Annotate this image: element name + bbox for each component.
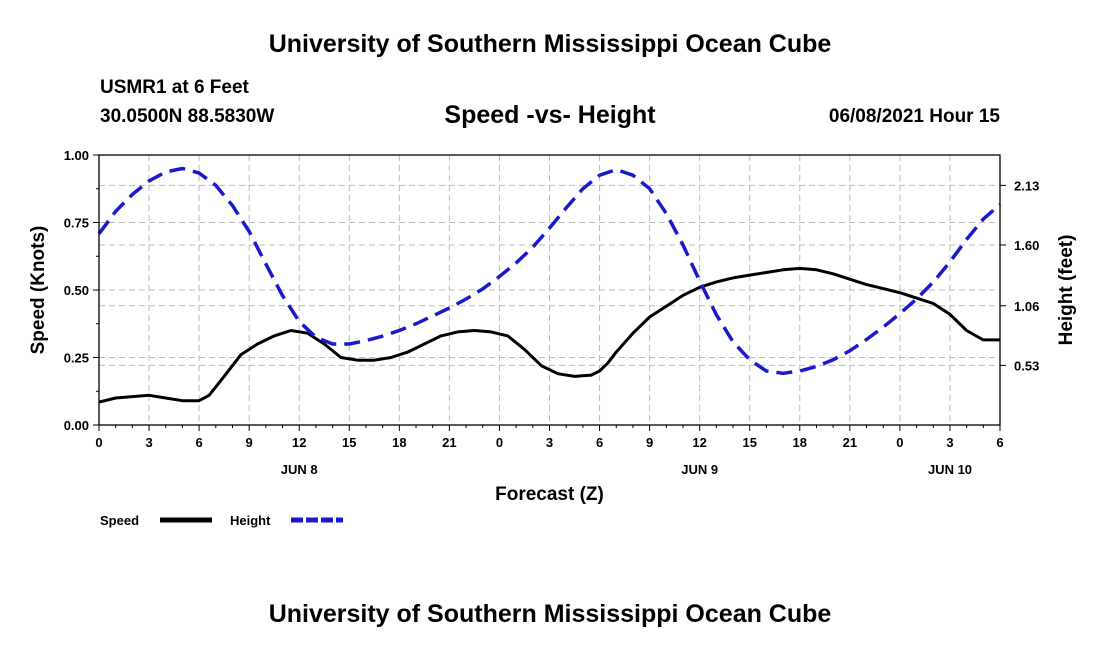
y-tick-label: 0.75 <box>64 216 89 231</box>
grid-layer <box>99 155 1000 425</box>
x-tick-label: 15 <box>742 435 756 450</box>
y-tick-label: 0.00 <box>64 418 89 433</box>
datetime-label: 06/08/2021 Hour 15 <box>828 106 1000 127</box>
y-tick-label: 0.50 <box>64 283 89 298</box>
chart-title: Speed -vs- Height <box>444 101 656 129</box>
x-date-label: JUN 10 <box>928 462 972 477</box>
y-right-tick-label: 1.06 <box>1014 299 1039 314</box>
y-axis-label: Speed (Knots) <box>28 226 49 355</box>
page-title-bottom: University of Southern Mississippi Ocean… <box>268 600 832 628</box>
y-right-tick-label: 0.53 <box>1014 358 1039 373</box>
y-right-tick-label: 2.13 <box>1014 178 1039 193</box>
x-tick-label: 12 <box>692 435 706 450</box>
x-tick-label: 3 <box>145 435 152 450</box>
x-tick-label: 6 <box>596 435 603 450</box>
x-tick-label: 12 <box>292 435 306 450</box>
station-label: USMR1 at 6 Feet <box>100 77 249 98</box>
legend-layer: Speed Height <box>100 513 343 528</box>
x-tick-label: 18 <box>793 435 807 450</box>
plot-frame <box>98 154 1001 426</box>
x-tick-label: 3 <box>946 435 953 450</box>
axes-layer <box>93 154 1006 431</box>
labels-layer: 0 3 6 9 12 15 18 21 0 3 6 9 12 15 18 21 0 3 6 JUN 8 JUN 9 JUN… <box>28 148 1077 505</box>
x-tick-label: 21 <box>843 435 857 450</box>
y-tick-label: 0.25 <box>64 351 89 366</box>
x-tick-label: 0 <box>896 435 903 450</box>
series-layer <box>97 166 1002 404</box>
x-tick-label: 18 <box>392 435 406 450</box>
y-tick-label: 1.00 <box>64 148 89 163</box>
y-right-axis-label: Height (feet) <box>1056 235 1077 346</box>
x-tick-label: 15 <box>342 435 356 450</box>
x-tick-label: 6 <box>195 435 202 450</box>
series-line-speed <box>98 266 1000 404</box>
x-tick-label: 6 <box>996 435 1003 450</box>
x-date-label: JUN 9 <box>681 462 718 477</box>
x-date-label: JUN 8 <box>281 462 318 477</box>
x-axis-label: Forecast (Z) <box>495 484 604 505</box>
legend-label-height: Height <box>230 513 271 528</box>
x-tick-label: 9 <box>246 435 253 450</box>
x-tick-label: 0 <box>95 435 102 450</box>
series-line-height <box>97 166 1002 376</box>
x-tick-label: 0 <box>496 435 503 450</box>
x-tick-label: 9 <box>646 435 653 450</box>
page-title-top: University of Southern Mississippi Ocean… <box>268 30 832 58</box>
x-tick-label: 21 <box>442 435 456 450</box>
legend-label-speed: Speed <box>100 513 139 528</box>
x-tick-label: 3 <box>546 435 553 450</box>
y-right-tick-label: 1.60 <box>1014 238 1039 253</box>
coordinates-label: 30.0500N 88.5830W <box>100 106 275 127</box>
